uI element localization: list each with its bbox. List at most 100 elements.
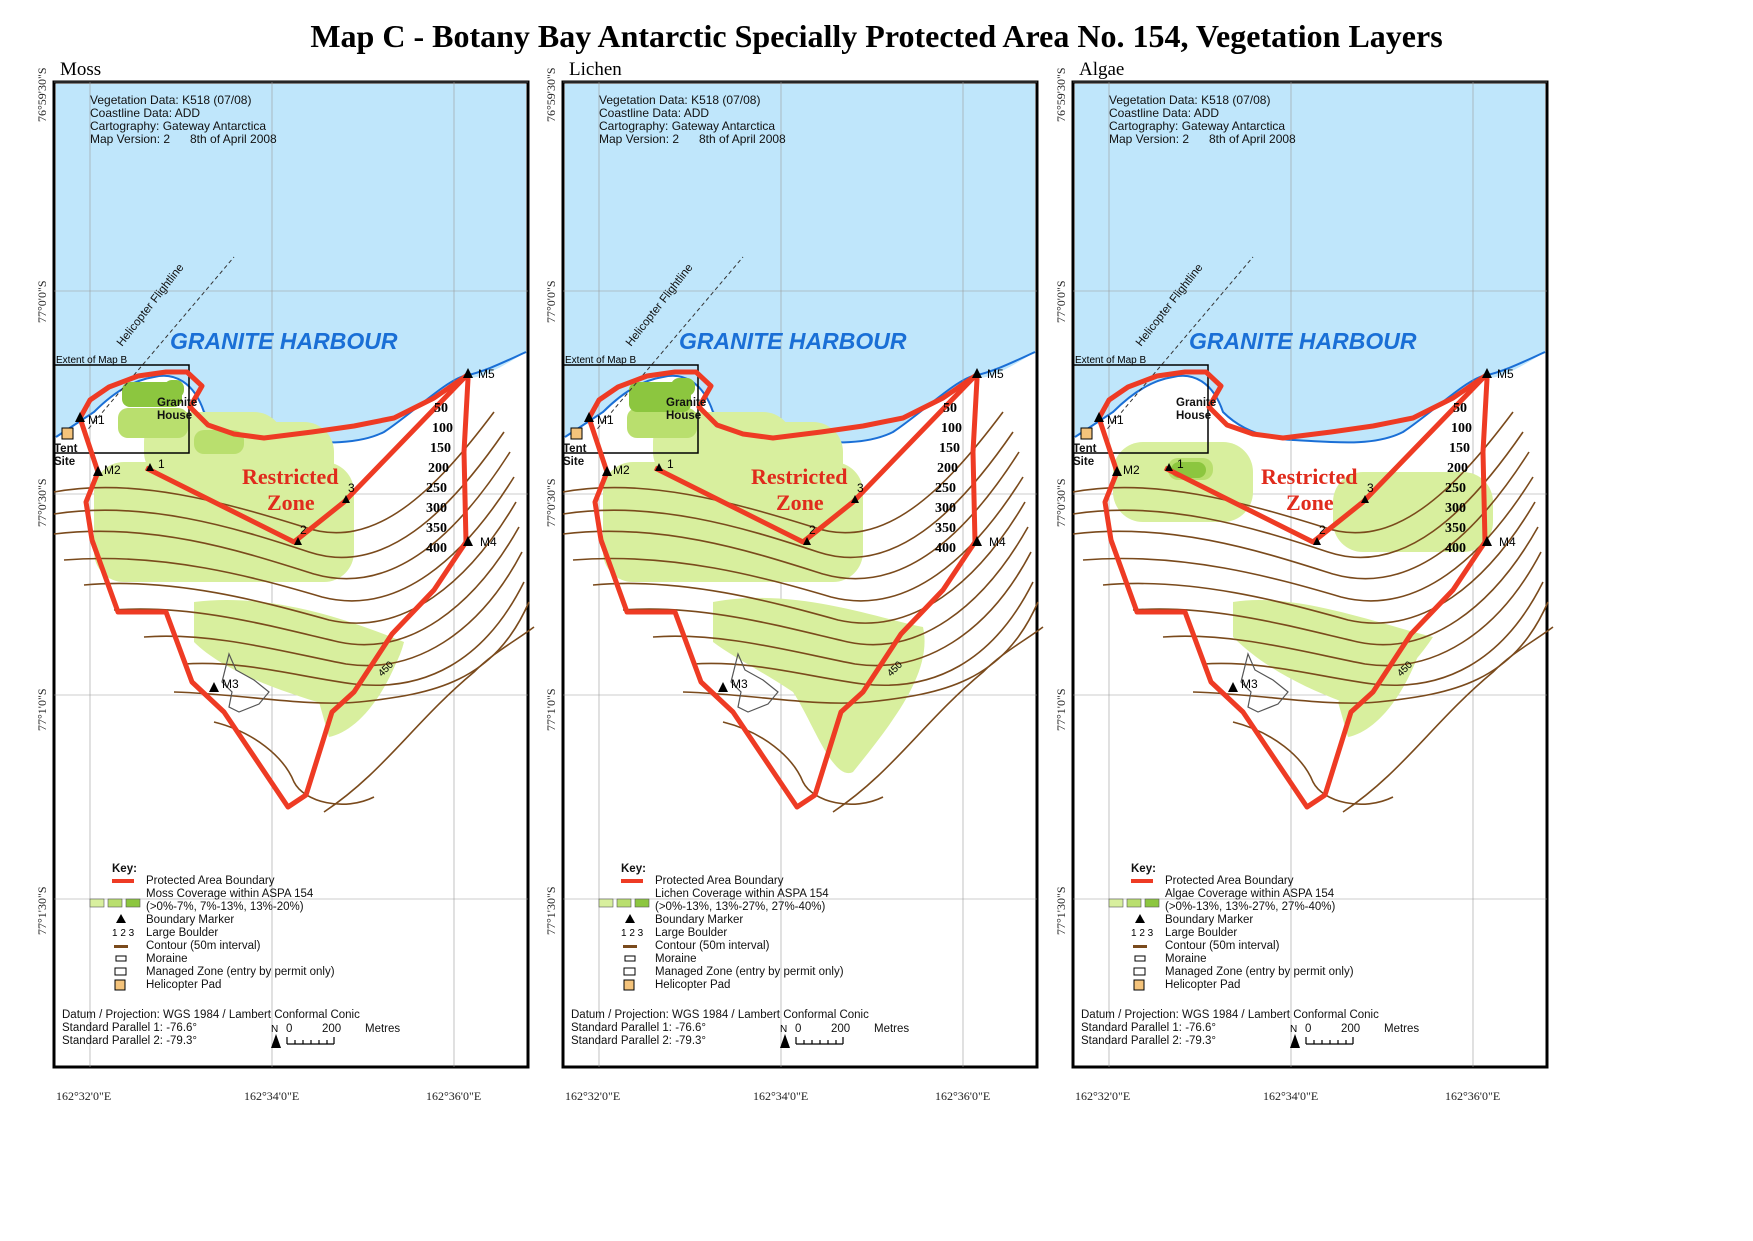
helicopter-pad-icon: [114, 979, 126, 991]
key-title: Key:: [621, 863, 646, 875]
key-managed: Managed Zone (entry by permit only): [655, 966, 844, 978]
granite-harbour-label: GRANITE HARBOUR: [679, 328, 907, 354]
managed-zone: [730, 652, 779, 713]
contour-elevation-label: 350: [935, 521, 956, 536]
helicopter-flightline: [1102, 256, 1254, 435]
large-boulder-label: 1: [158, 457, 165, 471]
boundary-marker-icon: [116, 914, 126, 923]
large-boulder-icon: [146, 463, 154, 471]
vegetation-low-coverage: [1338, 642, 1423, 737]
metadata-line: Map Version: 2: [90, 132, 170, 146]
boundary-marker-icon: [584, 412, 594, 422]
boundary-marker-icon: [1112, 466, 1122, 476]
contour-elevation-label: 350: [1445, 521, 1466, 536]
contour-elevation-label: 200: [937, 461, 958, 476]
coverage-swatch: [1144, 898, 1160, 908]
parallel-2-text: Standard Parallel 2: -79.3°: [571, 1035, 706, 1047]
key-managed: Managed Zone (entry by permit only): [146, 966, 335, 978]
latitude-label: 77°1'30"S: [544, 886, 558, 935]
contour-line: [1202, 581, 1544, 686]
key-helipad: Helicopter Pad: [1165, 979, 1240, 991]
contour-line: [622, 526, 1029, 646]
contour-line: [592, 501, 1026, 624]
contour-swatch: [114, 945, 128, 948]
large-boulder-label: 2: [1319, 523, 1326, 537]
coverage-swatch: [598, 898, 614, 908]
helicopter-pad-icon: [570, 427, 583, 440]
extent-of-map-b-label: Extent of Map B: [565, 355, 636, 366]
scale-zero: 0: [286, 1023, 292, 1035]
scale-200: 200: [831, 1023, 850, 1035]
scale-200: 200: [1341, 1023, 1360, 1035]
large-boulder-icon: [294, 537, 302, 545]
large-boulder-icon: [851, 495, 859, 503]
scale-200: 200: [322, 1023, 341, 1035]
key-title: Key:: [1131, 863, 1156, 875]
boundary-marker-icon: [463, 368, 473, 378]
moraine-swatch: [115, 955, 127, 962]
north-arrow-icon: [271, 1034, 281, 1048]
large-boulder-label: 3: [857, 481, 864, 495]
contour-line: [1102, 501, 1536, 624]
large-boulder-icon: [655, 463, 663, 471]
contour-line: [53, 451, 511, 580]
managed-zone: [1240, 652, 1289, 713]
key-helipad: Helicopter Pad: [655, 979, 730, 991]
boundary-marker-label: M5: [478, 367, 495, 381]
map-date: 8th of April 2008: [699, 132, 786, 146]
scale-zero: 0: [795, 1023, 801, 1035]
contour-elevation-label: 400: [935, 541, 956, 556]
contour-line: [1072, 411, 1514, 534]
boundary-swatch: [112, 879, 134, 883]
boundary-marker-icon: [463, 536, 473, 546]
large-boulder-icon: [342, 495, 350, 503]
scale-bar: [1305, 1037, 1354, 1045]
managed-zone-swatch: [623, 967, 636, 976]
key-contour: Contour (50m interval): [655, 940, 770, 952]
vegetation-low-coverage: [723, 422, 843, 502]
helicopter-flightline: [592, 256, 744, 435]
boundary-marker-icon: [1094, 412, 1104, 422]
contour-line: [323, 626, 535, 813]
scale-zero: 0: [1305, 1023, 1311, 1035]
longitude-label: 162°36'0"E: [1445, 1089, 1500, 1103]
boundary-marker-label: M5: [1497, 367, 1514, 381]
longitude-label: 162°32'0"E: [1075, 1089, 1130, 1103]
contour-elevation-label: 150: [430, 441, 451, 456]
metadata-line: Coastline Data: ADD: [90, 106, 200, 120]
longitude-label: 162°32'0"E: [56, 1089, 111, 1103]
granite-harbour-sea: [565, 84, 1035, 443]
longitude-label: 162°34'0"E: [753, 1089, 808, 1103]
contour-elevation-label: 300: [426, 501, 447, 516]
large-boulder-icon: [803, 537, 811, 545]
contour-elevation-label: 400: [1445, 541, 1466, 556]
contour-line: [83, 501, 517, 624]
latitude-label: 77°0'30"S: [1054, 478, 1068, 527]
panel-name: Moss: [60, 59, 102, 80]
vegetation-mid-coverage: [627, 408, 697, 438]
boundary-marker-icon: [1135, 914, 1145, 923]
moss-map-panel: Moss Extent of Map B Helicopter Flightlin…: [35, 60, 566, 1198]
contour-elevation-label: 250: [426, 481, 447, 496]
metadata-line: Cartography: Gateway Antarctica: [599, 119, 775, 133]
longitude-label: 162°36'0"E: [935, 1089, 990, 1103]
scale-unit: Metres: [365, 1023, 400, 1035]
key-coverage: Moss Coverage within ASPA 154: [146, 888, 314, 900]
moraine-swatch: [624, 955, 636, 962]
contour-elevation-label: 50: [943, 401, 957, 416]
key-boulder-glyph: 1 2 3: [621, 928, 644, 939]
key-boundary: Protected Area Boundary: [146, 875, 275, 887]
metadata-line: Vegetation Data: K518 (07/08): [599, 93, 760, 107]
restricted-zone-label: Restricted: [751, 464, 848, 489]
map-title: Map C - Botany Bay Antarctic Specially P…: [310, 18, 1443, 54]
latitude-label: 77°1'0"S: [544, 688, 558, 731]
contour-elevation-label: 50: [434, 401, 448, 416]
longitude-label: 162°34'0"E: [244, 1089, 299, 1103]
contour-elevation-label: 300: [1445, 501, 1466, 516]
contour-elevation-label: 150: [939, 441, 960, 456]
contour-elevation-label: 100: [941, 421, 962, 436]
coverage-swatch: [89, 898, 105, 908]
